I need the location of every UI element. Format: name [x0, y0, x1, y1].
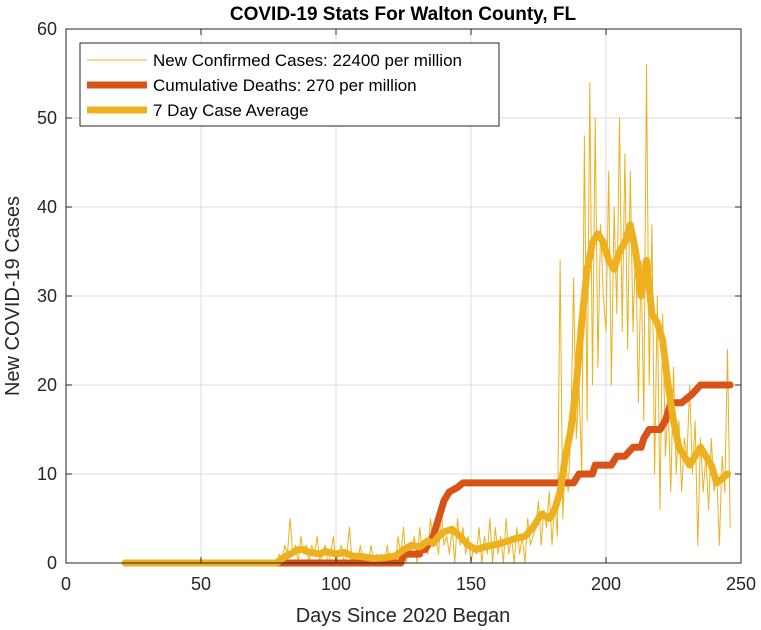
y-tick-label: 60 [37, 19, 57, 39]
legend-label-average: 7 Day Case Average [153, 101, 309, 120]
legend: New Confirmed Cases: 22400 per million C… [79, 42, 500, 127]
legend-label-new-cases: New Confirmed Cases: 22400 per million [153, 51, 462, 70]
series-layer [121, 64, 734, 567]
x-tick-label: 250 [726, 574, 756, 594]
legend-label-deaths: Cumulative Deaths: 270 per million [153, 76, 417, 95]
legend-box [79, 42, 500, 127]
y-tick-label: 30 [37, 286, 57, 306]
x-tick-label: 150 [456, 574, 486, 594]
y-tick-label: 0 [47, 553, 57, 573]
y-tick-label: 40 [37, 197, 57, 217]
y-tick-label: 20 [37, 375, 57, 395]
ticks: 0 50 100 150 200 250 0 10 20 30 40 50 60 [37, 19, 756, 594]
x-tick-label: 100 [321, 574, 351, 594]
x-axis-label: Days Since 2020 Began [296, 605, 511, 627]
x-tick-label: 0 [61, 574, 71, 594]
x-tick-label: 50 [191, 574, 211, 594]
series-line-average [121, 221, 731, 567]
y-tick-label: 50 [37, 108, 57, 128]
y-axis-label: New COVID-19 Cases [2, 196, 24, 396]
y-tick-label: 10 [37, 464, 57, 484]
series-line-deaths [121, 381, 734, 567]
chart-title: COVID-19 Stats For Walton County, FL [230, 4, 577, 25]
x-tick-label: 200 [591, 574, 621, 594]
